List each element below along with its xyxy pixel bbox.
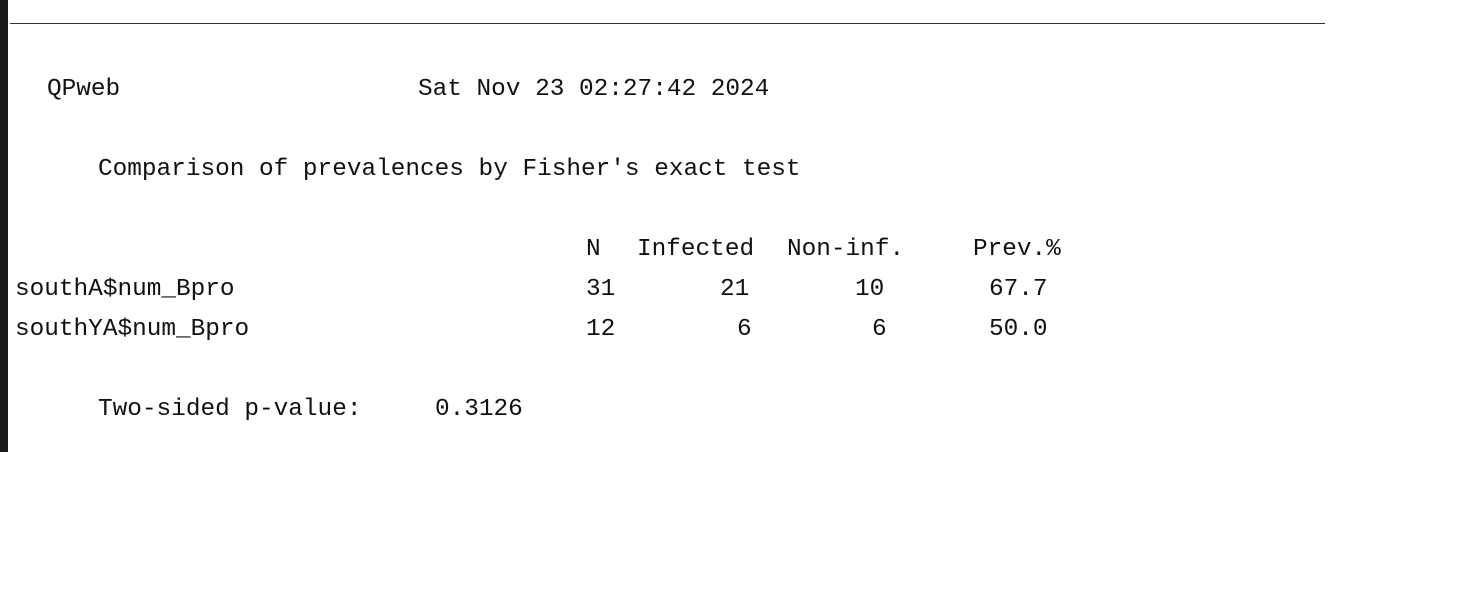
window-left-border (0, 0, 8, 452)
row-label: southYA$num_Bpro (15, 316, 250, 343)
program-name: QPweb (47, 76, 121, 103)
report-title: Comparison of prevalences by Fisher's ex… (98, 156, 801, 183)
column-header-row: N Infected Non-inf. Prev.% (15, 230, 1061, 270)
row-noninf: 6 (872, 316, 887, 343)
separator-rule (10, 23, 1325, 24)
report-output: QPweb Sat Nov 23 02:27:42 2024 Compariso… (15, 0, 1061, 560)
row-prev: 67.7 (989, 276, 1048, 303)
title-line: Comparison of prevalences by Fisher's ex… (15, 150, 801, 190)
table-row: southA$num_Bpro 31 21 10 67.7 (15, 270, 1048, 310)
pvalue-label: Two-sided p-value: (98, 396, 362, 423)
row-label: southA$num_Bpro (15, 276, 235, 303)
col-n: N (586, 236, 601, 263)
col-noninf: Non-inf. (787, 236, 905, 263)
row-noninf: 10 (855, 276, 885, 303)
timestamp: Sat Nov 23 02:27:42 2024 (418, 76, 770, 103)
row-infected: 6 (737, 316, 752, 343)
pvalue-line: Two-sided p-value: 0.3126 (15, 390, 523, 430)
col-prev: Prev.% (973, 236, 1061, 263)
row-prev: 50.0 (989, 316, 1048, 343)
table-row: southYA$num_Bpro 12 6 6 50.0 (15, 310, 1048, 350)
row-infected: 21 (720, 276, 750, 303)
header-line: QPweb Sat Nov 23 02:27:42 2024 (15, 70, 769, 110)
row-n: 31 (586, 276, 616, 303)
pvalue-value: 0.3126 (435, 396, 523, 423)
row-n: 12 (586, 316, 616, 343)
col-infected: Infected (637, 236, 755, 263)
